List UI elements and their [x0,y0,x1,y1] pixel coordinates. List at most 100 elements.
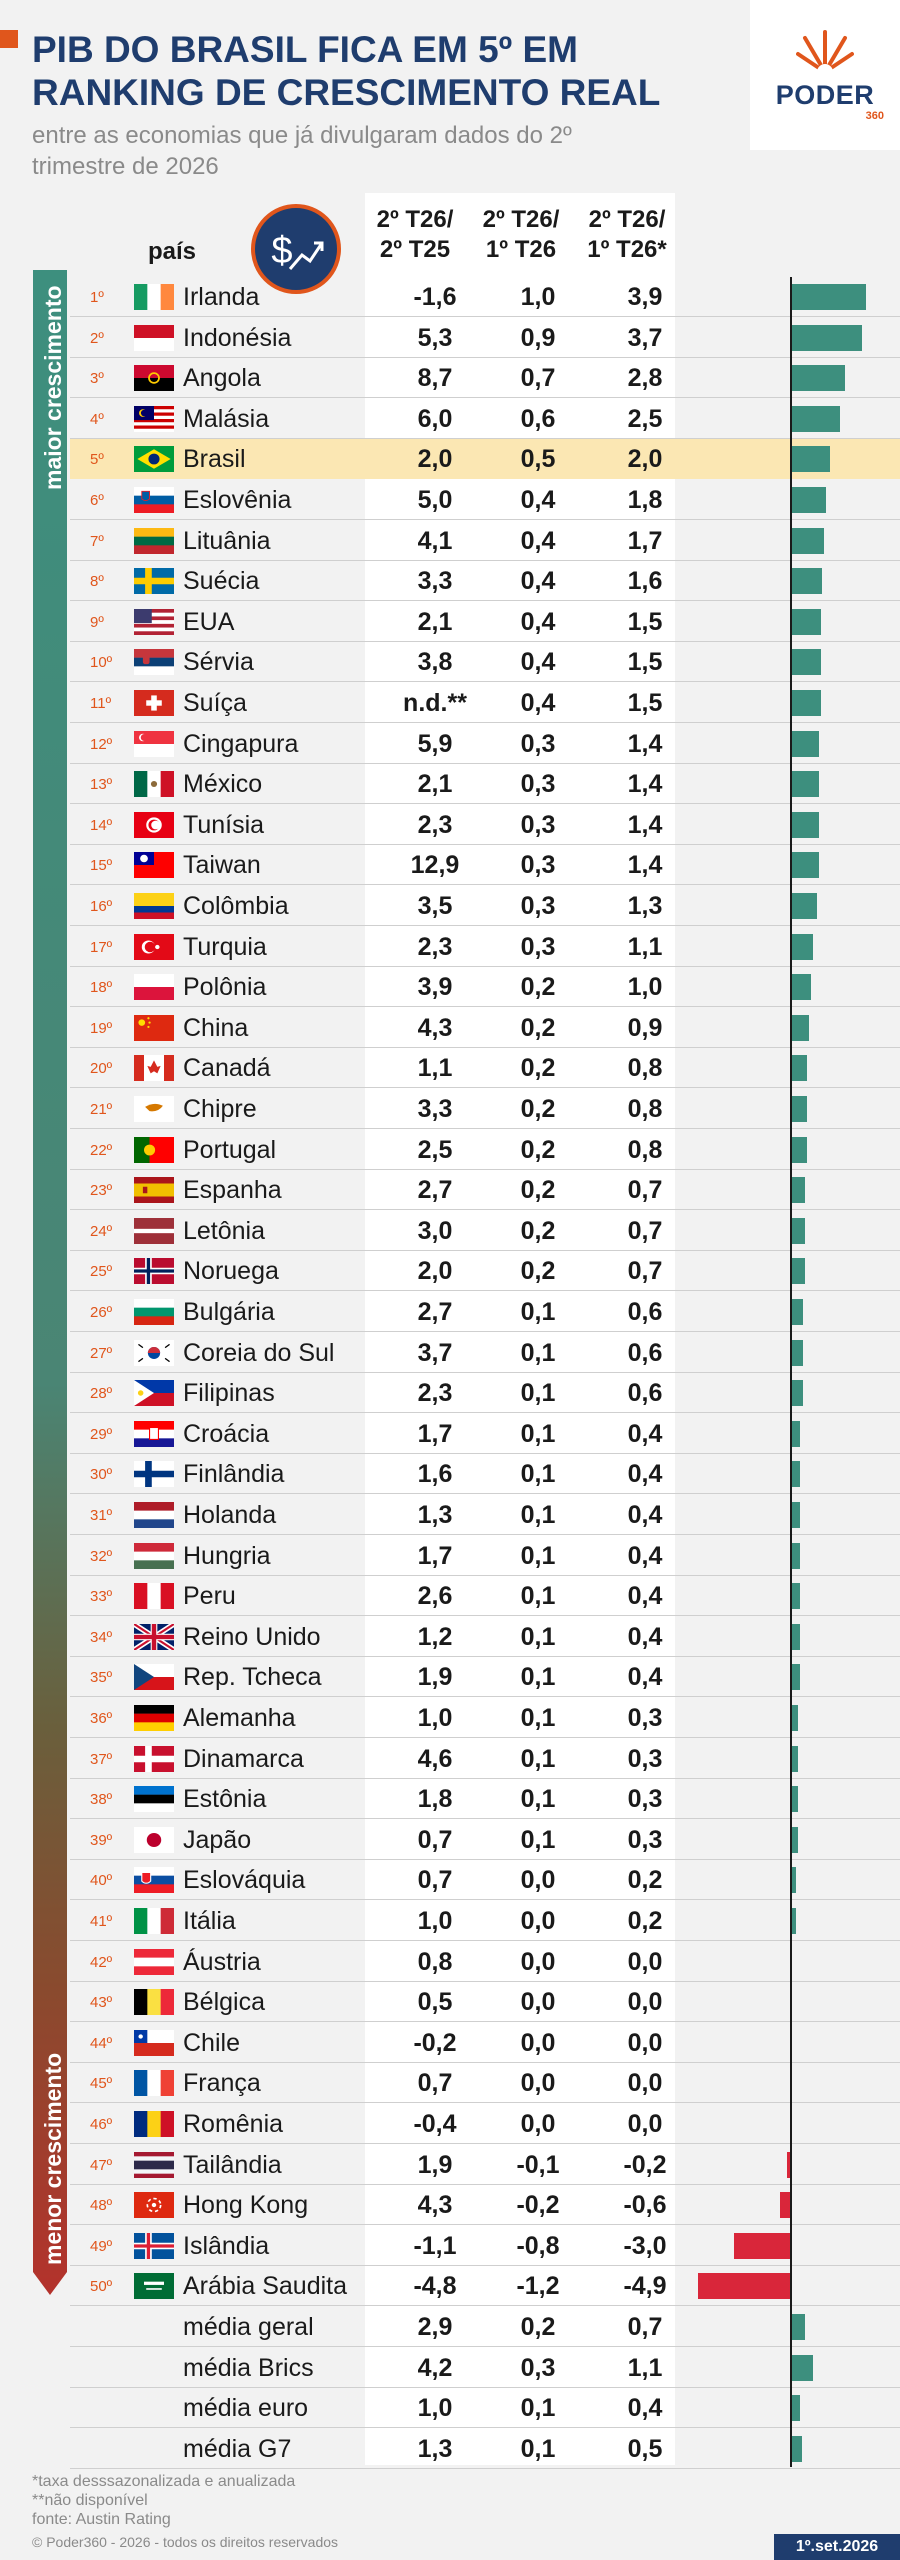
value-yoy: 3,3 [417,567,453,596]
country-name: Islândia [183,2231,270,2260]
value-annualized: 0,0 [627,1988,663,2017]
flag-italy-icon [134,1908,175,1934]
value-annualized: 0,8 [627,1135,663,1164]
table-row: 10º Sérvia 3,8 0,4 1,5 [70,642,900,683]
value-annualized: 0,3 [627,1704,663,1732]
country-name: Brasil [183,445,246,474]
value-qoq: 0,2 [520,973,556,1002]
value-yoy: 4,2 [417,2353,453,2382]
table-row: 21º Chipre 3,3 0,2 0,8 [70,1089,900,1129]
value-annualized: 1,7 [627,526,663,555]
value-annualized: 1,6 [627,567,663,596]
rank-label: 8º [90,573,104,591]
bar-thailand [787,2151,791,2178]
value-yoy: 2,7 [417,1298,453,1326]
table-row: 20º Canadá 1,1 0,2 0,8 [70,1048,900,1089]
value-qoq: 0,4 [520,607,556,636]
value-annualized: 0,7 [627,1216,663,1245]
value-qoq: -0,2 [516,2191,560,2220]
country-name: Alemanha [183,1704,296,1732]
value-yoy: 1,0 [417,1907,453,1935]
country-name: Croácia [183,1419,270,1448]
value-qoq: 0,3 [520,892,556,920]
value-yoy: 5,3 [417,323,453,352]
flag-chile-icon [134,2029,174,2056]
table-row: 16º Colômbia 3,5 0,3 1,3 [70,886,900,926]
country-name: Japão [183,1825,252,1854]
value-annualized: 0,8 [627,1054,663,1083]
country-name: Hong Kong [183,2191,309,2220]
table-row: 30º Finlândia 1,6 0,1 0,4 [70,1454,900,1495]
country-name: Bulgária [183,1298,275,1326]
value-yoy: 5,0 [417,486,453,514]
value-qoq: 0,4 [520,526,556,555]
value-annualized: 1,8 [627,486,663,514]
bar-china [792,1014,810,1041]
flag-spain-icon [134,1177,174,1204]
flag-taiwan-icon [134,852,174,879]
value-annualized: 0,2 [627,1866,663,1895]
table-row: 19º China 4,3 0,2 0,9 [70,1008,900,1048]
country-name: Angola [183,364,261,393]
flag-saudi-arabia-icon [134,2273,174,2300]
rank-label: 21º [90,1101,113,1118]
flag-croatia-icon [134,1420,174,1448]
rank-label: 40º [90,1872,113,1890]
value-annualized: 0,0 [627,2069,663,2098]
table-row: 42º Áustria 0,8 0,0 0,0 [70,1942,900,1982]
value-qoq: 0,1 [520,2434,556,2463]
value-yoy: 2,0 [417,445,453,474]
bar-peru [792,1583,800,1610]
bar-latvia [792,1217,806,1244]
table-row: 37º Dinamarca 4,6 0,1 0,3 [70,1739,900,1779]
flag-denmark-icon [134,1745,174,1772]
rank-label: 10º [90,654,113,672]
country-name: Letônia [183,1216,266,1245]
footnote-annualized: *taxa desssazonalizada e anualizada [32,2473,296,2490]
country-name: Filipinas [183,1379,275,1408]
value-annualized: -3,0 [623,2231,667,2260]
value-yoy: 2,9 [417,2313,453,2341]
flag-sweden-icon [134,568,174,595]
value-annualized: 0,4 [627,1460,663,1489]
column-header-country: país [148,238,197,265]
table-row: 26º Bulgária 2,7 0,1 0,6 [70,1292,900,1332]
bar-lithuania [792,527,825,554]
value-annualized: 0,6 [627,1379,663,1408]
value-qoq: 0,1 [520,1460,556,1489]
bar-slovakia [792,1867,796,1894]
table-row: 27º Coreia do Sul 3,7 0,1 0,6 [70,1333,900,1373]
value-yoy: 1,7 [417,1419,453,1448]
table-row: 45º França 0,7 0,0 0,0 [70,2063,900,2104]
flag-portugal-icon [134,1136,174,1163]
value-qoq: 0,1 [520,1663,556,1692]
value-qoq: 0,1 [520,1744,556,1773]
table-row: 3º Angola 8,7 0,7 2,8 [70,358,900,399]
flag-thailand-icon [134,2151,174,2178]
rank-label: 7º [90,532,104,550]
value-qoq: 0,1 [520,1582,556,1611]
value-qoq: 0,2 [520,1216,556,1245]
value-yoy: 2,3 [417,810,453,839]
value-annualized: -0,6 [623,2191,667,2220]
country-name: Canadá [183,1054,271,1083]
bar-slovenia [792,487,827,513]
value-annualized: -0,2 [623,2150,667,2179]
country-name: Chipre [183,1095,257,1123]
flag-peru-icon [134,1583,175,1610]
bar-bulgaria [792,1299,804,1325]
table-row: 22º Portugal 2,5 0,2 0,8 [70,1130,900,1170]
rank-label: 47º [90,2156,113,2174]
table-row: 38º Estônia 1,8 0,1 0,3 [70,1779,900,1820]
bar-saudi-arabia [697,2273,791,2300]
flag-czech-icon [134,1664,174,1691]
value-yoy: 2,6 [417,1582,453,1611]
value-yoy: 4,1 [417,526,453,555]
value-qoq: 0,2 [520,1176,556,1205]
rank-label: 29º [90,1425,113,1443]
value-yoy: 2,3 [417,1379,453,1408]
table-row: 47º Tailândia 1,9 -0,1 -0,2 [70,2145,900,2185]
value-qoq: 0,4 [520,689,556,717]
bar-ireland [792,284,867,310]
value-qoq: 0,7 [520,364,556,393]
